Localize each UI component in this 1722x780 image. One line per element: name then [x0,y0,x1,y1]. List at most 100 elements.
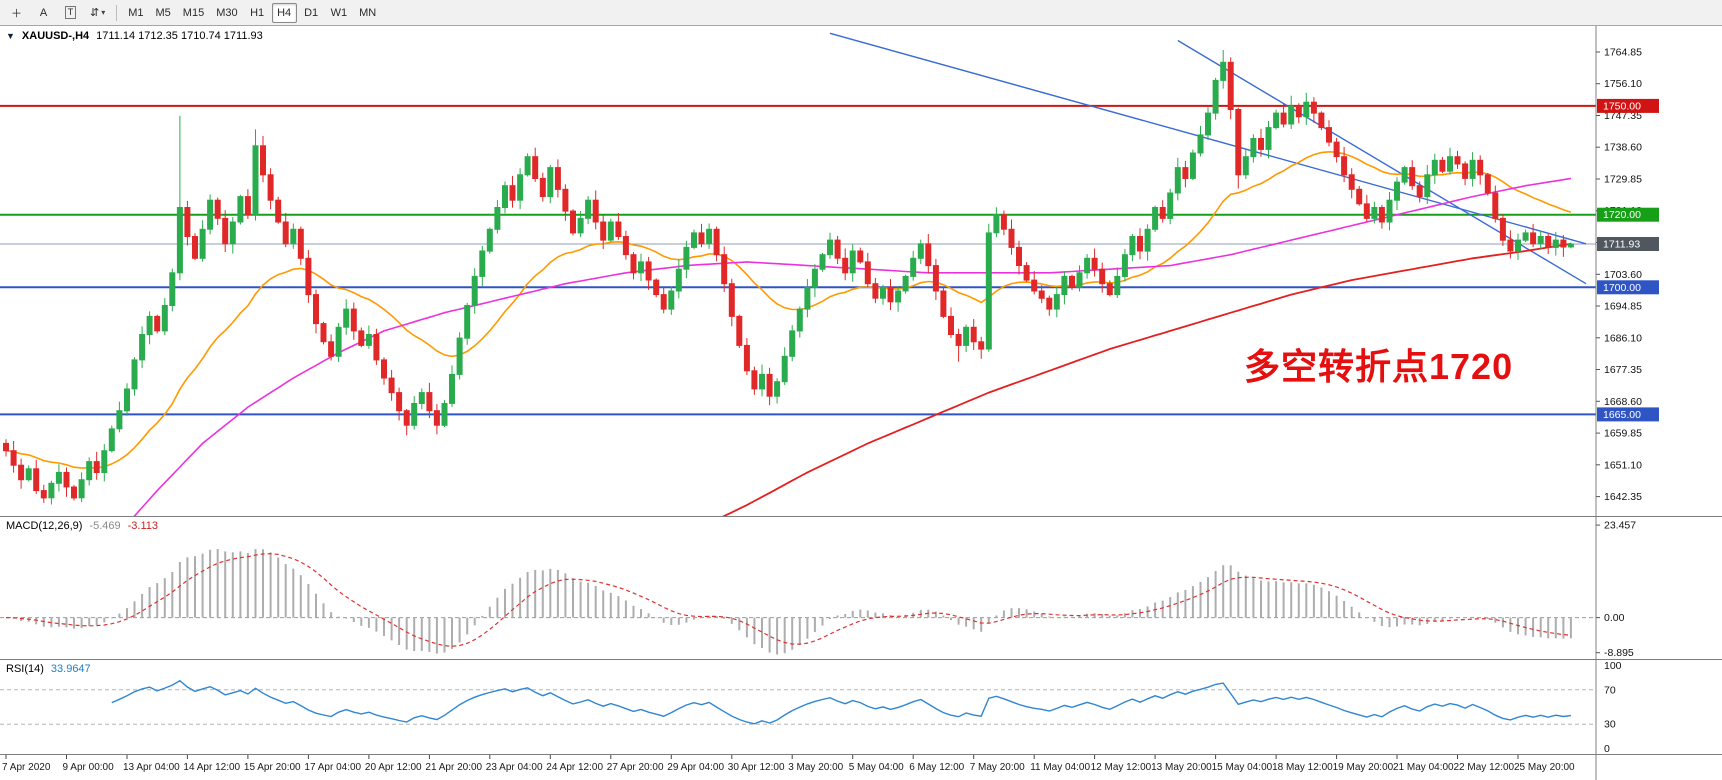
svg-text:1729.85: 1729.85 [1604,174,1642,186]
toolbar-separator [116,4,118,21]
toolbar: ＋ A T ⇵ ▾ M1 M5 M15 M30 H1 H4 D1 W1 MN [0,0,1722,26]
svg-text:15 May 04:00: 15 May 04:00 [1212,762,1273,773]
font-tool-icon: A [39,6,48,19]
svg-text:13 Apr 04:00: 13 Apr 04:00 [123,762,180,773]
svg-text:1764.85: 1764.85 [1604,47,1642,59]
rsi-name: RSI(14) [6,663,44,675]
macd-histogram [12,549,1572,655]
svg-text:1700.00: 1700.00 [1603,282,1641,294]
horizontal-level-lines [0,104,1596,416]
chart-annotation: 多空转折点1720 [1244,346,1514,387]
svg-text:12 May 12:00: 12 May 12:00 [1091,762,1152,773]
svg-text:22 May 12:00: 22 May 12:00 [1454,762,1515,773]
timeframe-mn[interactable]: MN [359,6,377,19]
symbol-title: XAUUSD-,H4 [21,30,90,42]
timeframe-m5[interactable]: M5 [155,6,171,19]
panel-separator-2[interactable] [0,659,1722,660]
svg-text:19 May 20:00: 19 May 20:00 [1333,762,1394,773]
svg-text:1665.00: 1665.00 [1603,409,1641,421]
svg-text:0: 0 [1604,743,1610,754]
svg-text:-8.895: -8.895 [1604,647,1634,659]
ma-slow-red-line [722,242,1572,516]
ma-mid-magenta-line [133,177,1572,516]
svg-text:1720.00: 1720.00 [1603,209,1641,221]
svg-text:21 May 04:00: 21 May 04:00 [1393,762,1454,773]
svg-text:30: 30 [1604,719,1616,731]
svg-text:1686.10: 1686.10 [1604,332,1642,344]
timeframe-h1[interactable]: H1 [250,6,265,19]
svg-text:18 May 12:00: 18 May 12:00 [1272,762,1333,773]
panel-separator-3[interactable] [0,754,1722,755]
svg-text:23 Apr 04:00: 23 Apr 04:00 [486,762,543,773]
panel-separator-1[interactable] [0,516,1722,517]
svg-text:23.457: 23.457 [1604,520,1636,532]
svg-text:1659.85: 1659.85 [1604,428,1642,440]
svg-text:20 Apr 12:00: 20 Apr 12:00 [365,762,422,773]
timeframe-h4[interactable]: H4 [271,2,297,23]
macd-signal-line [5,553,1571,647]
main-chart-svg[interactable]: 1764.851756.101747.351738.601729.851721.… [0,26,1722,516]
macd-svg[interactable]: 23.457 0.00 -8.895 [0,517,1722,659]
svg-text:70: 70 [1604,684,1616,696]
timeframe-buttons: M1 M5 M15 M30 H1 H4 D1 W1 MN [123,2,381,23]
svg-text:13 May 20:00: 13 May 20:00 [1151,762,1212,773]
svg-text:24 Apr 12:00: 24 Apr 12:00 [546,762,603,773]
candles [3,50,1574,505]
timeframe-m30[interactable]: M30 [216,6,238,19]
timeframe-m15[interactable]: M15 [182,6,205,19]
svg-text:7 Apr 2020: 7 Apr 2020 [2,762,51,773]
tool-buttons: ＋ A T ⇵ ▾ [4,3,110,23]
chevron-down-icon: ▾ [101,8,106,17]
rsi-svg[interactable]: 100 70 30 0 [0,660,1722,754]
svg-text:1668.60: 1668.60 [1604,396,1642,408]
time-axis-svg[interactable]: 7 Apr 2020 9 Apr 00:00 13 Apr 04:00 14 Apr … [0,755,1722,780]
svg-text:25 May 20:00: 25 May 20:00 [1514,762,1575,773]
svg-text:6 May 12:00: 6 May 12:00 [909,762,964,773]
macd-name: MACD(12,26,9) [6,520,83,532]
svg-text:14 Apr 12:00: 14 Apr 12:00 [183,762,240,773]
crosshair-tool[interactable]: ＋ [4,3,29,23]
svg-text:17 Apr 04:00: 17 Apr 04:00 [304,762,361,773]
svg-text:1756.10: 1756.10 [1604,78,1642,90]
font-tool[interactable]: A [31,3,56,23]
svg-text:3 May 20:00: 3 May 20:00 [788,762,843,773]
macd-main-value: -5.469 [89,520,121,532]
one-click-trading-arrow[interactable]: ▼ [6,31,15,41]
main-chart-panel: ▼ XAUUSD-,H4 1711.14 1712.35 1710.74 171… [0,26,1722,516]
symbol-info-line: ▼ XAUUSD-,H4 1711.14 1712.35 1710.74 171… [6,30,263,42]
rsi-panel: RSI(14) 33.9647 100 70 30 0 [0,660,1722,754]
svg-text:27 Apr 20:00: 27 Apr 20:00 [607,762,664,773]
svg-text:100: 100 [1604,660,1622,672]
price-scale: 1764.851756.101747.351738.601729.851721.… [1595,26,1659,516]
styles-tool[interactable]: ⇵ ▾ [85,3,110,23]
timeframe-w1[interactable]: W1 [330,6,348,19]
svg-text:0.00: 0.00 [1604,612,1625,624]
svg-text:1651.10: 1651.10 [1604,459,1642,471]
svg-text:11 May 04:00: 11 May 04:00 [1030,762,1090,773]
text-label-tool[interactable]: T [58,3,83,23]
timeframe-m1[interactable]: M1 [128,6,144,19]
svg-text:15 Apr 20:00: 15 Apr 20:00 [244,762,301,773]
text-label-tool-icon: T [64,6,77,19]
svg-text:9 Apr 00:00: 9 Apr 00:00 [63,762,115,773]
timeframe-d1[interactable]: D1 [304,6,319,19]
crosshair-tool-icon: ＋ [11,7,22,20]
svg-text:1677.35: 1677.35 [1604,364,1642,376]
svg-text:1738.60: 1738.60 [1604,142,1642,154]
macd-label: MACD(12,26,9) -5.469 -3.113 [6,520,158,532]
macd-signal-value: -3.113 [127,520,158,532]
svg-text:30 Apr 12:00: 30 Apr 12:00 [728,762,785,773]
svg-text:29 Apr 04:00: 29 Apr 04:00 [667,762,724,773]
rsi-value: 33.9647 [50,663,91,675]
svg-text:1703.60: 1703.60 [1604,269,1642,281]
time-axis-panel: 7 Apr 2020 9 Apr 00:00 13 Apr 04:00 14 Apr … [0,755,1722,780]
svg-text:1694.85: 1694.85 [1604,301,1642,313]
svg-text:5 May 04:00: 5 May 04:00 [849,762,904,773]
svg-text:21 Apr 20:00: 21 Apr 20:00 [425,762,482,773]
svg-text:1642.35: 1642.35 [1604,491,1642,503]
ohlc-readout: 1711.14 1712.35 1710.74 1711.93 [96,30,263,42]
ma-fast-orange-line [5,150,1572,469]
svg-text:1750.00: 1750.00 [1603,100,1641,112]
macd-panel: MACD(12,26,9) -5.469 -3.113 23.457 0.00 -8.8… [0,517,1722,659]
